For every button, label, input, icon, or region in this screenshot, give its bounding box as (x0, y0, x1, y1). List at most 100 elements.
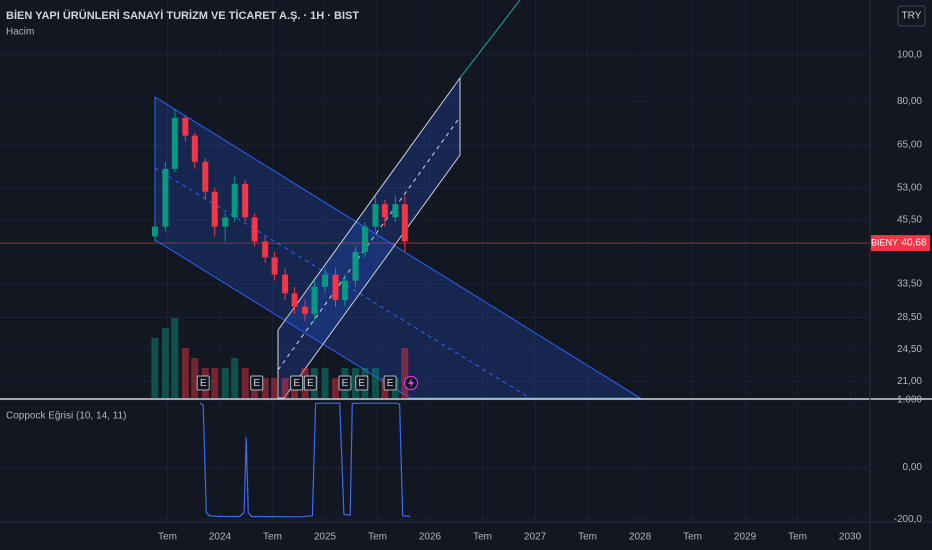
volume-bar (261, 378, 269, 398)
x-tick-label: 2025 (314, 532, 337, 543)
rising-channel (277, 76, 461, 399)
candle-body (222, 217, 229, 227)
x-tick-label: 2030 (839, 532, 862, 543)
y-tick-label: 28,50 (897, 312, 922, 323)
candle-body (401, 204, 408, 242)
y-tick-label: 65,00 (897, 140, 922, 151)
x-tick-label: Tem (368, 532, 387, 543)
x-tick-label: 2024 (209, 532, 232, 543)
x-tick-label: 2026 (419, 532, 442, 543)
x-tick-label: Tem (578, 532, 597, 543)
y-tick-label: 53,00 (897, 182, 922, 193)
x-tick-label: Tem (473, 532, 492, 543)
earnings-label: E (293, 378, 300, 389)
candle-body (171, 117, 178, 169)
earnings-marker (303, 375, 317, 391)
volume-bar (191, 358, 199, 398)
earnings-marker (338, 375, 352, 391)
volume-bar (231, 358, 239, 398)
candle-body (381, 204, 388, 218)
y-tick-label: -200,0 (894, 514, 923, 525)
earnings-marker (250, 375, 264, 391)
y-tick-label: 80,00 (897, 96, 922, 107)
earnings-marker (196, 375, 210, 391)
y-tick-label: 1.000 (897, 395, 922, 406)
y-tick-label: 21,00 (897, 376, 922, 387)
x-tick-label: 2028 (629, 532, 652, 543)
candle-body (231, 183, 238, 218)
y-tick-label: 100,0 (897, 50, 922, 61)
candle-body (341, 280, 348, 300)
grid (0, 0, 870, 522)
earnings-marker (290, 375, 304, 391)
x-tick-label: Tem (158, 532, 177, 543)
candle-body (352, 251, 359, 281)
volume-bar (161, 328, 169, 398)
candle-body (162, 168, 169, 227)
trend-extension (459, 0, 521, 79)
candle-body (372, 204, 379, 227)
indicator-title: Coppock Eğrisi (10, 14, 11) (6, 411, 126, 422)
candle-body (311, 286, 318, 314)
dividend-icon (408, 378, 414, 388)
volume-bar (221, 368, 229, 398)
earnings-label: E (307, 378, 314, 389)
symbol-label: BIENY (871, 237, 898, 247)
candle-body (271, 257, 278, 275)
x-tick-label: Tem (683, 532, 702, 543)
volume-bar (371, 368, 379, 398)
volume-bar (211, 368, 219, 398)
earnings-label: E (358, 378, 365, 389)
volume-bar (181, 348, 189, 398)
earnings-label: E (253, 378, 260, 389)
volume-bar (281, 378, 289, 398)
earnings-marker (355, 375, 369, 391)
volume-bar (401, 348, 409, 398)
y-tick-label: 45,50 (897, 214, 922, 225)
x-tick-label: Tem (263, 532, 282, 543)
candle-body (242, 183, 249, 218)
y-tick-label: 24,50 (897, 344, 922, 355)
currency[interactable]: TRY (902, 11, 922, 22)
candle-body (251, 217, 258, 242)
volume-bar (171, 318, 179, 398)
earnings-marker (383, 375, 397, 391)
candle-body (202, 161, 209, 192)
earnings-label: E (342, 378, 349, 389)
x-tick-label: Tem (788, 532, 807, 543)
candle-body (322, 274, 329, 287)
volume-label: Hacim (6, 27, 34, 38)
candle-body (151, 226, 158, 237)
y-tick-label: 33,50 (897, 278, 922, 289)
last-price-label: 40,68 (901, 238, 926, 249)
volume-bar (241, 368, 249, 398)
candle-body (191, 135, 198, 162)
chart-title: BİEN YAPI ÜRÜNLERİ SANAYİ TURİZM VE TİCA… (6, 9, 359, 22)
descending-channel (154, 96, 642, 399)
volume-bar (321, 368, 329, 398)
candle-body (361, 226, 368, 252)
currency-box[interactable] (897, 5, 926, 27)
coppock-line (199, 402, 411, 518)
symbol-tag (871, 235, 898, 252)
candle-body (332, 274, 339, 300)
candle-body (262, 241, 269, 258)
x-tick-label: 2027 (524, 532, 547, 543)
earnings-label: E (387, 378, 394, 389)
candle-body (291, 293, 298, 307)
x-tick-label: 2029 (734, 532, 757, 543)
earnings-label: E (200, 378, 207, 389)
volume-bar (151, 338, 159, 398)
y-tick-label: 0,00 (903, 462, 923, 473)
candle-body (282, 274, 289, 294)
candle-body (211, 191, 218, 227)
candle-body (302, 306, 309, 314)
candle-body (182, 117, 189, 136)
price-tag (898, 235, 930, 252)
volume-bar (332, 378, 340, 398)
volume-bar (271, 378, 279, 398)
candle-body (392, 204, 399, 218)
